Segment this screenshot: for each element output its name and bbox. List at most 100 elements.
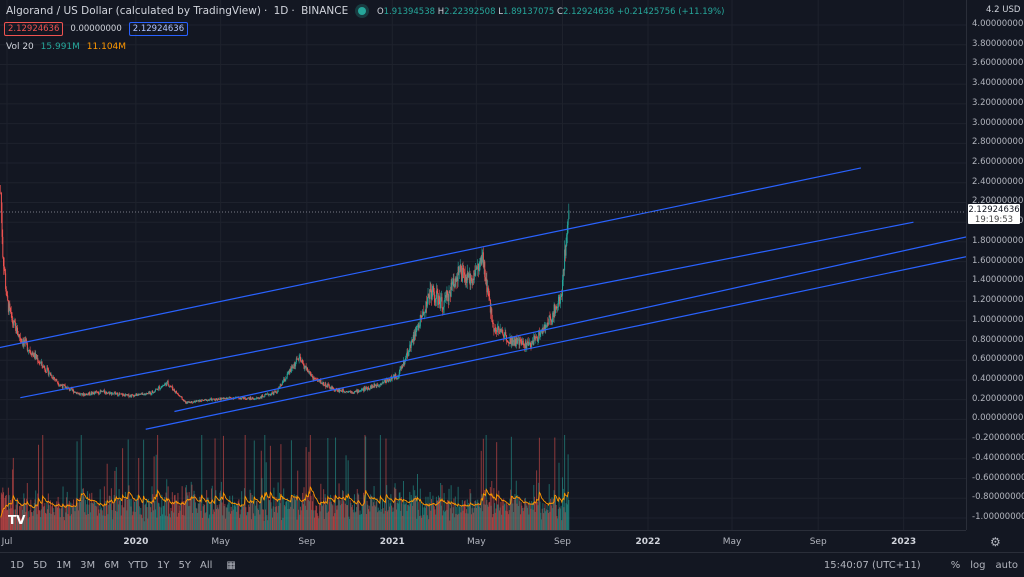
range-3m-button[interactable]: 3M xyxy=(80,559,96,571)
range-1m-button[interactable]: 1M xyxy=(56,559,72,571)
candle-body xyxy=(440,297,442,309)
calendar-icon[interactable]: ▦ xyxy=(226,559,236,571)
price-axis[interactable]: 4.00000000 3.80000000 3.60000000 3.40000000… xyxy=(966,0,1024,530)
volume-bar xyxy=(279,503,281,530)
percent-toggle[interactable]: % xyxy=(950,559,961,571)
candle-body xyxy=(217,398,219,400)
time-axis[interactable]: Jul 2020 May Sep 2021 May Sep 2022 May Sep 2023 xyxy=(0,530,966,553)
volume-bar xyxy=(263,520,265,530)
candle-body xyxy=(21,341,23,343)
interval-label[interactable]: 1D xyxy=(273,5,289,17)
candle-body xyxy=(565,245,567,256)
candle-body xyxy=(289,368,291,373)
volume-bar xyxy=(384,510,386,530)
candle-body xyxy=(323,385,325,387)
volume-bar xyxy=(279,492,281,530)
symbol-title[interactable]: Algorand / US Dollar (calculated by Trad… xyxy=(6,5,261,17)
trend-channel-lines[interactable] xyxy=(0,167,966,430)
candle-body xyxy=(60,384,62,386)
price-tick-label: 2.40000000 xyxy=(972,176,1024,187)
candle-body xyxy=(323,382,325,386)
volume-bar xyxy=(447,499,449,530)
time-tick-label: 2023 xyxy=(891,537,917,547)
candle-body xyxy=(319,380,321,382)
candle-body xyxy=(365,387,367,389)
volume-bar xyxy=(152,510,154,530)
volume-bar xyxy=(87,491,89,530)
candle-body xyxy=(187,401,189,403)
close-value: 2.12924636 xyxy=(562,7,615,17)
volume-bar xyxy=(453,498,455,530)
candle-body xyxy=(122,394,124,396)
volume-bar xyxy=(78,501,80,530)
candle-body xyxy=(264,394,266,396)
range-5y-button[interactable]: 5Y xyxy=(178,559,192,571)
volume-bar xyxy=(532,509,534,530)
volume-bar xyxy=(229,495,231,530)
volume-bar xyxy=(204,513,206,530)
volume-bar xyxy=(310,495,312,530)
candle-body xyxy=(335,389,337,392)
range-1d-button[interactable]: 1D xyxy=(10,559,25,571)
candle-body xyxy=(457,266,459,281)
volume-bar xyxy=(302,504,304,530)
volume-bar xyxy=(24,503,26,530)
volume-bar xyxy=(368,505,370,530)
volume-bar xyxy=(171,511,173,530)
volume-bar xyxy=(209,501,211,530)
gear-icon[interactable]: ⚙ xyxy=(990,535,1001,549)
candle-body xyxy=(500,328,502,332)
volume-bar xyxy=(3,510,5,530)
volume-bar xyxy=(502,505,504,530)
candle-body xyxy=(460,264,462,272)
price-tick-label: 2.60000000 xyxy=(972,157,1024,168)
candle-body xyxy=(47,368,49,375)
clock-time[interactable]: 15:40:07 (UTC+11) xyxy=(823,559,921,571)
volume-bar xyxy=(280,444,282,530)
price-chart[interactable] xyxy=(0,0,966,530)
candle-body xyxy=(348,391,350,393)
auto-toggle[interactable]: auto xyxy=(995,559,1018,571)
candle-body xyxy=(259,397,261,399)
range-1y-button[interactable]: 1Y xyxy=(157,559,170,571)
price-tick-label: 1.80000000 xyxy=(972,235,1024,246)
range-ytd-button[interactable]: YTD xyxy=(128,559,149,571)
volume-bar xyxy=(275,496,277,530)
volume-bar xyxy=(492,514,494,530)
volume-bar xyxy=(271,517,273,530)
volume-bar xyxy=(367,504,369,530)
volume-bar xyxy=(37,493,39,530)
candle-body xyxy=(119,393,121,395)
volume-bar xyxy=(380,511,382,530)
volume-bar xyxy=(108,495,110,530)
range-5d-button[interactable]: 5D xyxy=(33,559,48,571)
volume-bar xyxy=(131,515,133,530)
volume-bar xyxy=(304,505,306,530)
volume-bar xyxy=(256,501,258,530)
candle-body xyxy=(521,342,523,345)
volume-bar xyxy=(406,510,408,530)
candle-body xyxy=(467,272,469,278)
volume-bar xyxy=(332,505,334,530)
volume-bar xyxy=(109,496,111,530)
candle-body xyxy=(225,397,227,399)
chart-plot-area[interactable] xyxy=(0,0,966,530)
candle-body xyxy=(524,341,526,348)
tradingview-logo[interactable]: TV xyxy=(8,513,26,527)
range-all-button[interactable]: All xyxy=(200,559,213,571)
volume-bar xyxy=(53,512,55,530)
candle-body xyxy=(454,286,456,287)
log-toggle[interactable]: log xyxy=(970,559,986,571)
volume-bar xyxy=(543,507,545,530)
volume-bar xyxy=(413,498,415,530)
volume-bar xyxy=(192,494,194,530)
candle-body xyxy=(106,393,108,395)
volume-bar xyxy=(35,490,37,530)
price-axis-top-label[interactable]: 4.2 USD xyxy=(986,5,1021,15)
volume-label[interactable]: Vol 20 xyxy=(6,42,34,52)
range-6m-button[interactable]: 6M xyxy=(104,559,120,571)
candle-body xyxy=(167,381,169,385)
candle-body xyxy=(257,397,259,399)
candle-body xyxy=(555,306,557,314)
candle-body xyxy=(98,393,100,395)
